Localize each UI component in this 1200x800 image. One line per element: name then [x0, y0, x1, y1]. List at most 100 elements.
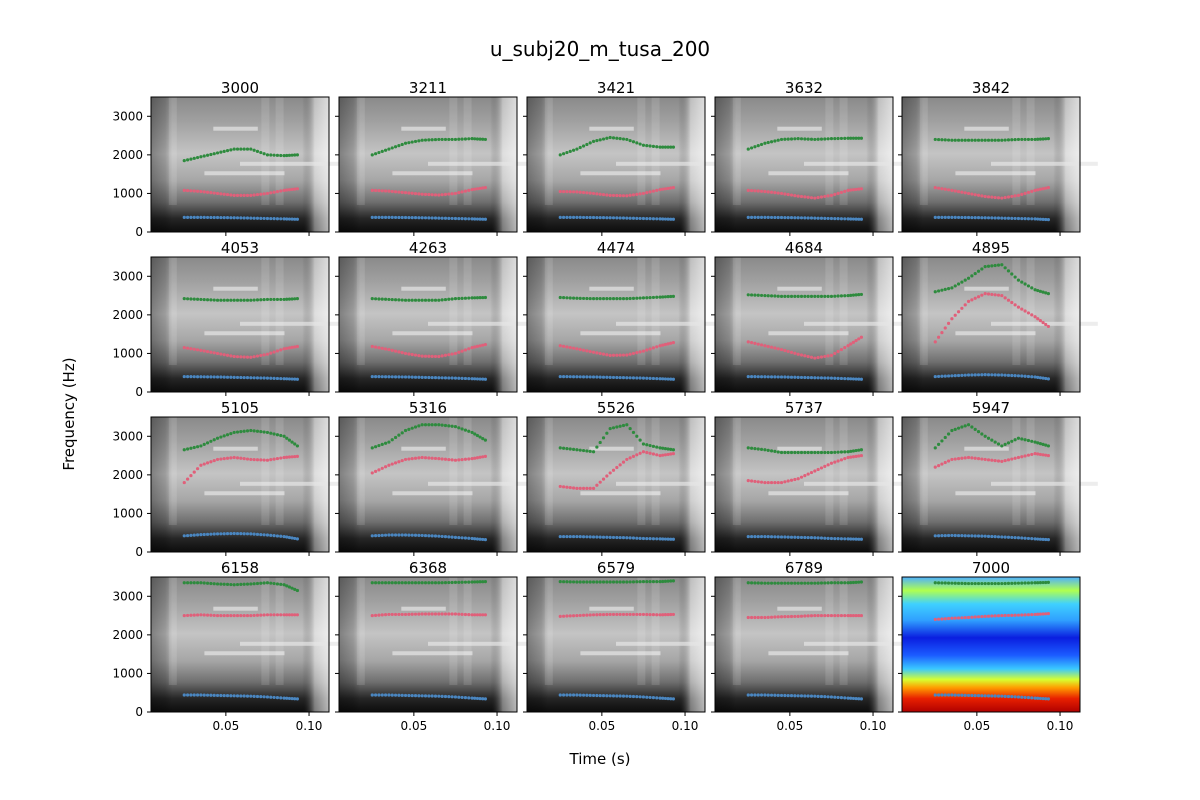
formant-point-f1	[983, 694, 987, 698]
formant-point-f2	[608, 612, 612, 617]
formant-point-f1	[393, 375, 398, 379]
formant-point-f1	[189, 215, 193, 219]
formant-point-f1	[182, 534, 186, 538]
formant-point-f1	[635, 376, 639, 380]
formant-point-f2	[483, 186, 487, 190]
formant-point-f1	[638, 695, 642, 699]
panel-4895: 4895	[898, 239, 1098, 396]
formant-point-f2	[793, 614, 797, 619]
formant-point-f1	[651, 537, 656, 541]
formant-point-f2	[467, 613, 471, 617]
formant-point-f3	[287, 585, 292, 589]
formant-point-f2	[839, 190, 844, 194]
formant-point-f3	[983, 581, 987, 586]
formant-point-f3	[846, 293, 850, 298]
formant-point-f3	[581, 296, 586, 301]
formant-point-f1	[851, 696, 856, 701]
formant-point-f2	[255, 354, 260, 358]
formant-point-f1	[473, 696, 477, 700]
formant-point-f3	[272, 432, 276, 436]
texture-band	[825, 417, 834, 525]
formant-point-f3	[631, 430, 636, 435]
formant-point-f3	[420, 581, 424, 585]
harmonic-streak	[204, 171, 285, 176]
texture-band	[449, 417, 458, 525]
texture-band	[275, 257, 284, 365]
formant-point-f2	[1041, 453, 1045, 457]
formant-point-f1	[397, 533, 401, 537]
formant-point-f1	[993, 373, 997, 377]
formant-point-f3	[953, 138, 957, 142]
formant-point-f1	[413, 533, 418, 537]
formant-point-f1	[440, 534, 444, 539]
formant-point-f1	[786, 535, 790, 539]
formant-point-f3	[475, 137, 480, 141]
formant-point-f1	[377, 693, 381, 697]
formant-point-f3	[1023, 282, 1027, 286]
formant-point-f1	[783, 535, 787, 539]
formant-point-f2	[252, 355, 256, 359]
texture-band	[732, 257, 741, 365]
formant-point-f1	[621, 376, 626, 380]
formant-point-f1	[1006, 373, 1011, 377]
formant-point-f3	[387, 147, 391, 151]
formant-point-f1	[287, 217, 292, 221]
formant-point-f3	[851, 580, 856, 585]
harmonic-streak	[580, 171, 661, 176]
formant-point-f2	[666, 452, 670, 457]
formant-point-f1	[806, 535, 810, 540]
formant-point-f1	[943, 374, 947, 378]
formant-point-f3	[658, 446, 662, 450]
formant-point-f2	[631, 193, 636, 197]
formant-point-f1	[638, 216, 642, 221]
formant-point-f3	[460, 427, 464, 431]
formant-point-f2	[796, 477, 800, 481]
formant-point-f1	[588, 693, 592, 697]
formant-point-f3	[447, 297, 451, 301]
formant-point-f2	[763, 189, 767, 194]
formant-point-f3	[262, 152, 266, 156]
formant-point-f3	[199, 155, 203, 159]
formant-point-f1	[1030, 537, 1034, 541]
formant-point-f3	[753, 447, 757, 451]
formant-point-f3	[199, 297, 203, 302]
formant-point-f2	[387, 189, 391, 193]
formant-point-f1	[1010, 695, 1014, 699]
formant-point-f2	[272, 190, 276, 194]
formant-point-f3	[973, 138, 977, 142]
formant-point-f3	[940, 581, 944, 585]
formant-point-f1	[1010, 216, 1014, 220]
formant-point-f2	[658, 187, 662, 192]
formant-point-f1	[648, 376, 652, 380]
formant-point-f1	[823, 216, 827, 220]
formant-point-f1	[661, 537, 665, 541]
formant-point-f2	[1016, 305, 1021, 309]
formant-point-f1	[816, 536, 820, 540]
formant-point-f2	[475, 613, 480, 617]
formant-point-f1	[568, 375, 572, 379]
formant-point-f3	[1000, 444, 1004, 448]
formant-point-f2	[1038, 319, 1043, 323]
formant-point-f1	[189, 375, 193, 379]
formant-point-f1	[1020, 216, 1024, 221]
formant-point-f3	[628, 138, 632, 143]
formant-point-f1	[235, 694, 240, 698]
panel-frame	[526, 256, 706, 393]
x-tick-label: 0.05	[589, 719, 616, 733]
formant-point-f3	[993, 440, 997, 444]
formant-point-f2	[843, 189, 847, 193]
formant-point-f3	[195, 155, 200, 160]
formant-point-f1	[776, 535, 780, 539]
panel-frame	[150, 576, 330, 713]
formant-point-f2	[413, 612, 418, 616]
formant-point-f1	[457, 376, 461, 380]
formant-point-f3	[182, 581, 186, 585]
formant-point-f2	[290, 455, 294, 459]
formant-point-f1	[423, 216, 428, 220]
formant-point-f3	[759, 142, 764, 147]
formant-point-f1	[1038, 696, 1043, 701]
formant-point-f1	[843, 217, 847, 221]
formant-point-f3	[1038, 442, 1043, 446]
panel-title: 3632	[785, 79, 823, 97]
formant-point-f2	[1000, 196, 1004, 200]
